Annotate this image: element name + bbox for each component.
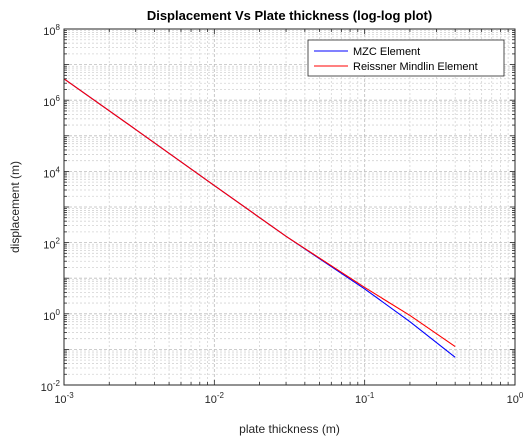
y-tick-label: 108 bbox=[43, 23, 60, 38]
y-axis-label: displacement (m) bbox=[8, 161, 22, 253]
y-tick-label: 104 bbox=[43, 165, 60, 180]
x-tick-label: 100 bbox=[507, 391, 524, 406]
legend-label: MZC Element bbox=[353, 46, 420, 58]
y-tick-label: 100 bbox=[43, 308, 60, 323]
legend-box bbox=[307, 39, 505, 77]
x-tick-label: 10-3 bbox=[54, 391, 74, 406]
legend-label: Reissner Mindlin Element bbox=[353, 61, 478, 73]
y-tick-label: 10-2 bbox=[41, 379, 61, 394]
x-tick-label: 10-2 bbox=[205, 391, 225, 406]
y-tick-labels: 10-2 100 102 104 106 108 bbox=[41, 23, 61, 394]
tick-marks bbox=[63, 28, 516, 386]
grid bbox=[64, 29, 515, 385]
legend: MZC Element Reissner Mindlin Element bbox=[307, 39, 505, 77]
x-axis-label: plate thickness (m) bbox=[239, 422, 340, 436]
x-tick-labels: 10-3 10-2 10-1 100 bbox=[54, 391, 524, 406]
series-layer bbox=[63, 78, 456, 358]
chart-title: Displacement Vs Plate thickness (log-log… bbox=[147, 8, 432, 23]
y-tick-label: 106 bbox=[43, 94, 60, 109]
y-tick-label: 102 bbox=[43, 237, 60, 252]
series-line-reissner-mindlin bbox=[63, 78, 456, 348]
x-tick-label: 10-1 bbox=[355, 391, 375, 406]
